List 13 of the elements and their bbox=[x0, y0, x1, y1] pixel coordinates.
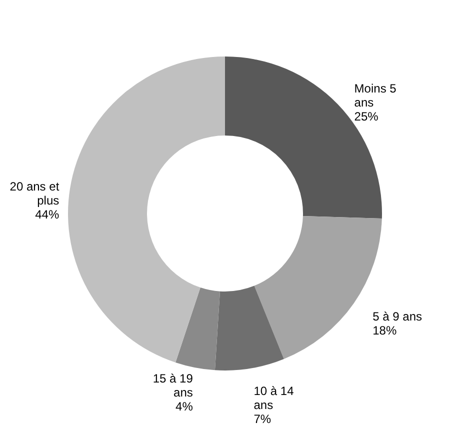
donut-slice bbox=[214, 286, 284, 370]
data-label: 44% bbox=[35, 208, 60, 222]
slice-label: Moins 5 ans bbox=[354, 81, 397, 110]
slice-label: 20 ans et plus bbox=[10, 180, 60, 208]
data-label: 7% bbox=[254, 412, 272, 426]
slice-label: 5 à 9 ans bbox=[372, 309, 422, 324]
data-label: 25% bbox=[354, 109, 379, 124]
data-label: 18% bbox=[372, 323, 397, 338]
data-label: 4% bbox=[176, 399, 194, 414]
donut-slice bbox=[68, 56, 225, 362]
slice-label: 10 à 14 ans bbox=[254, 384, 294, 412]
donut-slice bbox=[176, 288, 220, 370]
slice-label: 15 à 19 ans bbox=[152, 371, 194, 400]
